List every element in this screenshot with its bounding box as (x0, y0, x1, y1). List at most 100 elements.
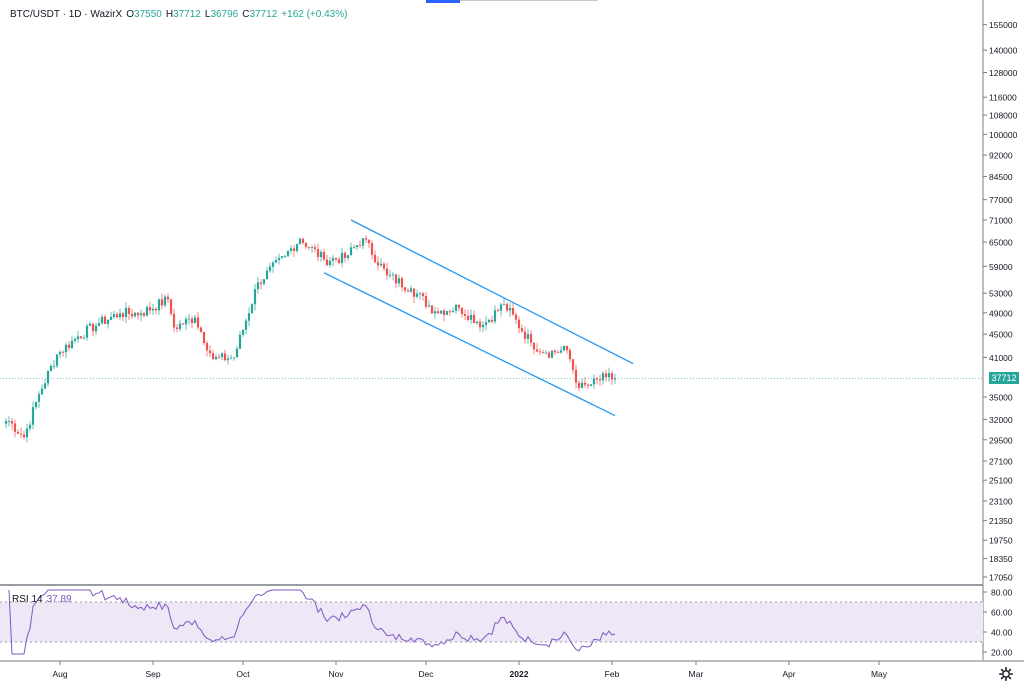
time-label: Feb (605, 669, 620, 679)
candle-body (406, 290, 410, 292)
candle-body (94, 325, 98, 332)
candle-body (259, 282, 263, 284)
candle-body (127, 307, 131, 314)
candle-body (532, 342, 536, 350)
candle-body (274, 260, 278, 263)
candle-body (25, 428, 29, 438)
close-value: 37712 (249, 9, 278, 20)
candle-body (370, 243, 374, 255)
candle-body (490, 319, 494, 322)
candle-body (505, 304, 509, 311)
candle-body (295, 244, 299, 251)
candle-body (538, 351, 542, 353)
candle-body (559, 350, 563, 353)
candle-body (43, 383, 47, 389)
candle-body (157, 299, 161, 311)
candle-body (562, 345, 566, 351)
candle-body (301, 238, 305, 243)
last-price-tag: 37712 (989, 372, 1019, 384)
candle-body (502, 304, 506, 306)
price-tick-label: 32000 (989, 415, 1013, 425)
candle-body (325, 259, 329, 266)
candle-body (511, 307, 515, 315)
candle-body (373, 254, 377, 263)
price-tick-label: 77000 (989, 195, 1013, 205)
candle-body (322, 251, 326, 260)
price-tick-label: 23100 (989, 496, 1013, 506)
price-tick-label: 21350 (989, 516, 1013, 526)
candle-body (283, 255, 287, 257)
candle-body (391, 274, 395, 276)
candle-body (250, 304, 254, 314)
candle-body (16, 431, 20, 434)
candle-body (610, 373, 614, 380)
candle-body (550, 350, 554, 358)
rsi-value: 37.89 (46, 594, 72, 605)
candle-body (139, 313, 143, 316)
time-scroll-tab[interactable] (426, 0, 460, 3)
channel-lower-line[interactable] (323, 272, 616, 417)
candle-body (175, 327, 179, 330)
candle-body (307, 247, 311, 248)
price-tick-label: 49000 (989, 308, 1013, 318)
price-tick-label: 59000 (989, 262, 1013, 272)
candle-body (238, 334, 242, 349)
candle-body (394, 274, 398, 284)
candle-body (499, 304, 503, 311)
candle-body (358, 245, 362, 246)
price-tick-label: 35000 (989, 393, 1013, 403)
candle-body (145, 307, 149, 316)
candle-body (310, 247, 314, 248)
candle-body (163, 296, 167, 306)
candle-body (595, 378, 599, 380)
candle-body (154, 308, 158, 311)
rsi-tick-label: 80.00 (991, 588, 1013, 598)
candle-body (433, 311, 437, 314)
candle-body (115, 314, 119, 318)
candle-body (580, 382, 584, 388)
candle-body (565, 345, 569, 351)
candle-body (46, 371, 50, 384)
candle-body (151, 308, 155, 311)
candle-body (124, 307, 128, 318)
price-tick-label: 116000 (989, 93, 1017, 103)
candle-body (217, 356, 221, 358)
candle-body (247, 313, 251, 321)
time-label: Nov (328, 669, 344, 679)
candle-body (31, 407, 35, 425)
candle-body (568, 350, 572, 360)
candle-body (121, 313, 125, 318)
candle-body (223, 353, 227, 361)
candle-body (133, 312, 137, 317)
candle-body (460, 307, 464, 315)
candle-body (265, 270, 269, 280)
candle-body (436, 311, 440, 314)
candle-body (400, 278, 404, 288)
candle-body (439, 310, 443, 314)
rsi-title[interactable]: RSI 14 (12, 594, 43, 605)
candle-body (535, 349, 539, 352)
gear-icon[interactable] (999, 667, 1013, 681)
candle-body (100, 316, 104, 324)
candle-body (313, 247, 317, 250)
candle-body (556, 352, 560, 354)
time-label: Sep (145, 669, 160, 679)
candle-body (424, 296, 428, 307)
open-label: O (126, 9, 135, 20)
candle-body (385, 268, 389, 276)
price-tick-label: 45000 (989, 330, 1013, 340)
candle-body (463, 314, 467, 316)
candle-body (178, 323, 182, 330)
candles (4, 235, 617, 443)
symbol-title[interactable]: BTC/USDT · 1D · WazirX (10, 9, 123, 20)
candle-body (103, 316, 107, 324)
candle-body (364, 238, 368, 240)
candle-body (328, 260, 332, 266)
channel-upper-line[interactable] (350, 219, 634, 365)
candle-body (193, 317, 197, 324)
candle-body (286, 250, 290, 256)
candle-body (592, 378, 596, 385)
candle-body (79, 336, 83, 339)
